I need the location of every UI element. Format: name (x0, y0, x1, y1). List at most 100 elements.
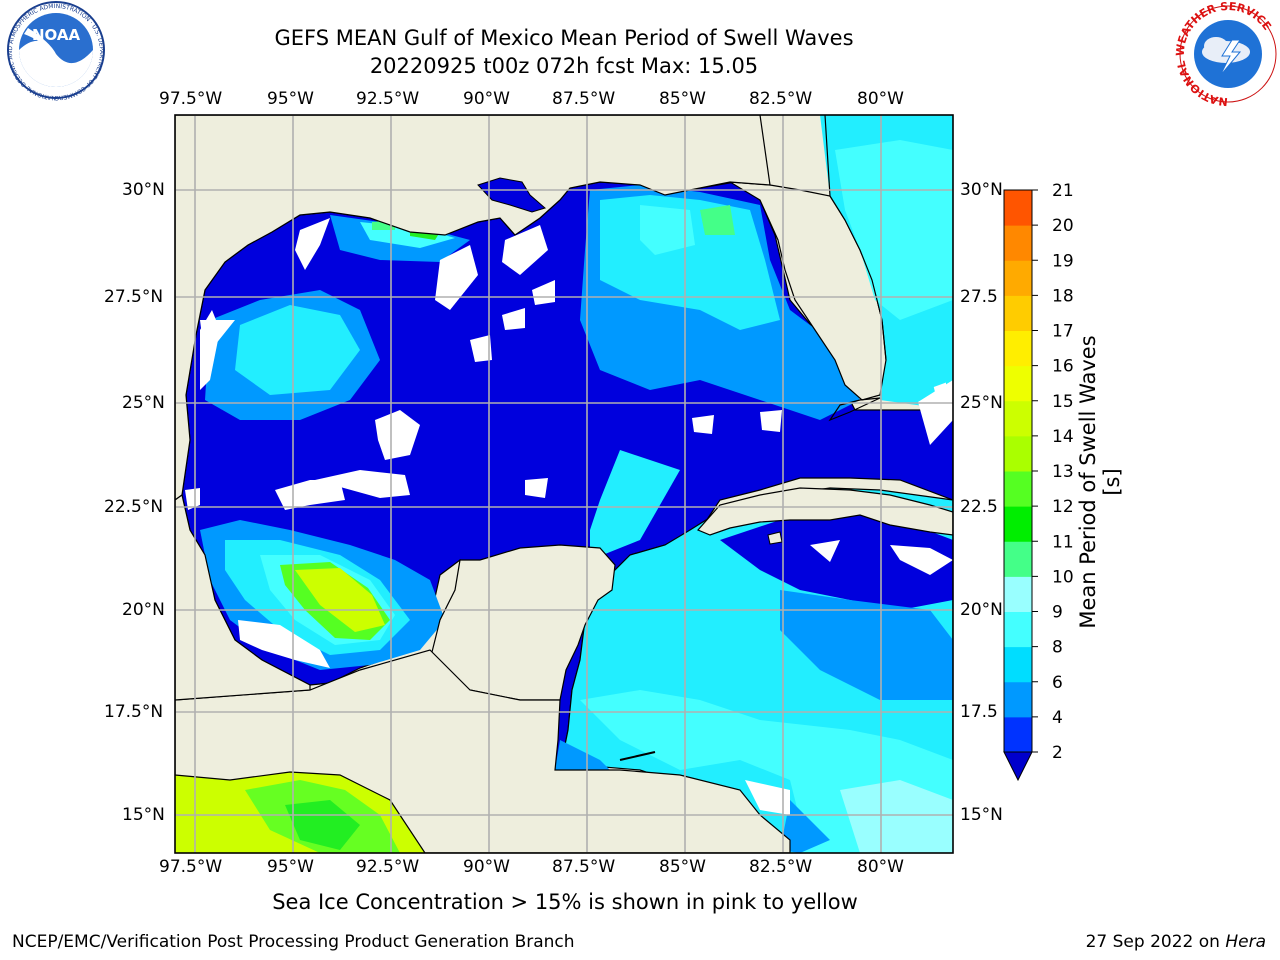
colorbar-tick-label: 11 (1052, 532, 1074, 552)
caribbean-palest-patch (840, 780, 953, 853)
lat-label-left: 25°N (122, 393, 165, 413)
lon-label-top: 95°W (267, 89, 314, 109)
lon-label-bottom: 87.5°W (552, 857, 616, 877)
colorbar-tick-label: 10 (1052, 567, 1074, 587)
nodata-patch (760, 410, 782, 432)
atlantic-light-band (835, 140, 953, 320)
lat-label-right: 27.5 (960, 287, 998, 307)
colorbar-tick-label: 12 (1052, 497, 1074, 517)
caribbean-mid-blue (780, 590, 953, 700)
nodata-patch (200, 310, 220, 390)
nodata-patch (532, 280, 555, 305)
colorbar-tick-label: 15 (1052, 392, 1074, 412)
colorbar-segment (1004, 435, 1032, 472)
footer-credit: NCEP/EMC/Verification Post Processing Pr… (12, 932, 575, 952)
nodata-patch (315, 470, 410, 498)
lat-label-right: 30°N (960, 180, 1003, 200)
isle-of-youth (767, 531, 783, 545)
nodata-patch (435, 245, 478, 310)
yucatan-channel-cyan (590, 450, 680, 560)
nodata-patch (375, 410, 420, 460)
map-subtitle: 20220925 t00z 072h fcst Max: 15.05 (369, 54, 759, 78)
colorbar-segment (1004, 190, 1032, 226)
colorbar-tick-label: 17 (1052, 322, 1074, 342)
gulf-east-light-patch (640, 205, 695, 255)
lat-label-left: 17.5°N (104, 702, 164, 722)
colorbar-segment (1004, 365, 1032, 402)
pacific-dark-green-patch (285, 800, 360, 850)
colorbar-tick-label: 9 (1052, 603, 1063, 623)
nodata-patch (810, 540, 840, 562)
colorbar-segment (1004, 646, 1032, 683)
colorbar-tick-label: 21 (1052, 181, 1074, 201)
colorbar-tick-label: 2 (1052, 743, 1063, 763)
lon-label-top: 80°W (857, 89, 904, 109)
lat-label-left: 22.5°N (104, 497, 164, 517)
lon-label-bottom: 80°W (857, 857, 904, 877)
lat-label-right: 25°N (960, 393, 1003, 413)
lon-label-bottom: 85°W (659, 857, 706, 877)
colorbar-tick-label: 19 (1052, 251, 1074, 271)
mississippi-delta-water (477, 177, 547, 213)
nodata-patch (295, 218, 330, 270)
gulf-east-green-spot (700, 205, 735, 235)
central-america-land (175, 649, 791, 853)
nodata-patch (692, 415, 714, 434)
lon-label-bottom: 97.5°W (159, 857, 223, 877)
colorbar-tick-label: 4 (1052, 708, 1063, 728)
footer-machine: Hera (1225, 932, 1266, 952)
colorbar-segment (1004, 681, 1032, 718)
lon-label-bottom: 95°W (267, 857, 314, 877)
bahamas-water (890, 330, 953, 392)
noaa-logo-text: NOAA (32, 26, 81, 44)
lon-label-top: 92.5°W (356, 89, 420, 109)
florida-keys (828, 397, 881, 422)
colorbar-segment (1004, 471, 1032, 507)
sea-ice-note: Sea Ice Concentration > 15% is shown in … (272, 890, 858, 914)
map-title: GEFS MEAN Gulf of Mexico Mean Period of … (274, 26, 854, 50)
campeche-yellow-patch (295, 568, 385, 632)
colorbar-tick-label: 8 (1052, 638, 1063, 658)
nodata-patch (890, 545, 953, 575)
nodata-patch (502, 225, 548, 275)
nodata-patch (185, 488, 200, 510)
nodata-patch (745, 780, 790, 815)
colorbar-segment (1004, 260, 1032, 296)
nicaragua-blue-patch (780, 800, 830, 853)
lat-label-left: 15°N (122, 805, 165, 825)
lon-label-bottom: 92.5°W (356, 857, 420, 877)
mexico-gulf-coast (175, 493, 311, 701)
colorbar-segment (1004, 506, 1032, 542)
florida-east-coastline (824, 115, 887, 361)
lat-label-right: 15°N (960, 805, 1003, 825)
lat-label-left: 27.5°N (104, 287, 164, 307)
colorbar-segment (1004, 295, 1032, 331)
footer-date-text: 27 Sep 2022 on (1085, 932, 1220, 952)
lat-label-right: 22.5 (960, 497, 998, 517)
lon-label-top: 87.5°W (552, 89, 616, 109)
lon-label-bottom: 90°W (463, 857, 510, 877)
lon-label-top: 97.5°W (159, 89, 223, 109)
lon-label-top: 85°W (659, 89, 706, 109)
nodata-patch (470, 335, 492, 362)
colorbar-segment (1004, 576, 1032, 612)
lat-label-left: 30°N (122, 180, 165, 200)
colorbar-segment (1004, 611, 1032, 648)
colorbar-tick-label: 18 (1052, 286, 1074, 306)
noaa-logo: NATIONAL OCEANIC AND ATMOSPHERIC ADMINIS… (0, 0, 105, 101)
colorbar-tick-label: 20 (1052, 216, 1074, 236)
colorbar-tick-label: 16 (1052, 357, 1074, 377)
texas-louisiana-coast (175, 115, 771, 501)
lat-label-left: 20°N (122, 600, 165, 620)
colorbar-tick-label: 13 (1052, 462, 1074, 482)
bay-islands (619, 751, 656, 761)
colorbar-under-arrow (1003, 751, 1033, 782)
colorbar-segment (1004, 225, 1032, 261)
footer-date: 27 Sep 2022 on Hera (1086, 932, 1266, 952)
colorbar-segment (1004, 330, 1032, 367)
map-layers (175, 115, 953, 853)
lat-label-right: 20°N (960, 600, 1003, 620)
colorbar: 2 4 6 8 9 10 11 12 13 14 15 16 17 18 19 20 21 (1003, 181, 1074, 782)
cuba-island (696, 487, 953, 536)
nodata-patch (918, 380, 953, 445)
